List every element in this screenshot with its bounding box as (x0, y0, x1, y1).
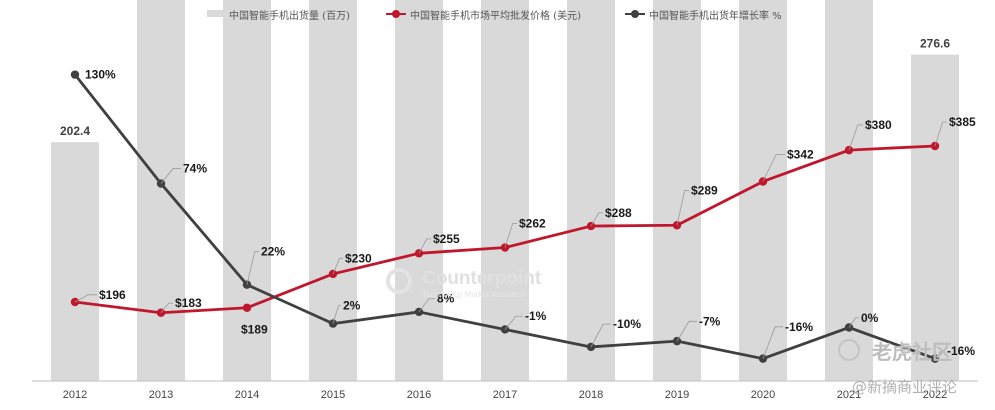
growth-label-2017-leader (504, 315, 523, 330)
watermark-subtitle: Technology Market Research (422, 290, 526, 299)
legend-bar-swatch (207, 10, 225, 17)
price-label-2019-leader (676, 190, 689, 226)
growth-label-2019: -7% (699, 314, 721, 328)
growth-line-layer: 130% 74% 22% 2% 8% -1% -10% -7% -16% 0% -16% (70, 68, 975, 363)
legend-label-price: 中国智能手机市场平均批发价格 (美元) (410, 11, 581, 22)
growth-label-2014-leader (246, 251, 259, 285)
bar-2013 (137, 0, 185, 382)
legend: 中国智能手机出货量 (百万) 中国智能手机市场平均批发价格 (美元) 中国智能手… (0, 6, 995, 26)
growth-label-2022: -16% (947, 344, 975, 358)
growth-point-2012 (70, 70, 80, 79)
price-label-2017: $262 (519, 217, 546, 231)
growth-label-2020: -16% (785, 320, 813, 334)
bars-layer (51, 0, 959, 382)
counterpoint-logo-icon (386, 268, 412, 294)
growth-label-2015-leader (332, 305, 341, 324)
growth-label-2018: -10% (613, 317, 641, 331)
bar-2016 (395, 0, 443, 381)
price-point-2014 (242, 303, 252, 312)
author-handle: @新摘商业评论 (852, 378, 958, 396)
growth-label-2014: 22% (261, 245, 285, 259)
x-tick-2020: 2020 (751, 389, 775, 401)
x-tick-2017: 2017 (493, 389, 517, 401)
growth-label-2018-leader (590, 323, 611, 348)
x-tick-2013: 2013 (149, 389, 173, 401)
bar-2017 (481, 0, 529, 382)
legend-label-shipments: 中国智能手机出货量 (百万) (229, 11, 350, 22)
x-tick-2012: 2012 (63, 389, 87, 401)
growth-label-2016: 8% (437, 292, 455, 306)
price-label-2015: $230 (345, 251, 372, 265)
price-label-2022: $385 (949, 115, 976, 129)
price-label-2016-leader (418, 238, 431, 254)
x-tick-2021: 2021 (837, 389, 861, 401)
bar-2018 (567, 0, 615, 382)
price-label-2013: $183 (175, 296, 202, 310)
x-tick-2015: 2015 (321, 389, 345, 401)
price-label-2021-leader (848, 124, 863, 151)
price-label-2018-leader (590, 212, 603, 227)
bar-2012 (51, 142, 99, 381)
price-label-2019: $289 (691, 183, 718, 197)
x-tick-2019: 2019 (665, 389, 689, 401)
growth-label-2013: 74% (183, 162, 207, 176)
price-label-2020-leader (762, 154, 785, 182)
price-label-2020: $342 (787, 147, 814, 161)
growth-label-2016-leader (418, 298, 435, 313)
bar-2014 (223, 0, 271, 381)
price-label-2021: $380 (865, 118, 892, 132)
growth-label-2015: 2% (343, 299, 361, 313)
growth-label-2022-leader (934, 350, 945, 359)
tiger-logo-icon (838, 339, 860, 361)
x-ticks-layer: 2012 2013 2014 2015 2016 2017 2018 2019 2020 2021… (63, 389, 947, 401)
x-tick-2018: 2018 (579, 389, 603, 401)
growth-label-2021-leader (848, 317, 859, 328)
growth-label-2012: 130% (85, 68, 116, 82)
growth-label-2019-leader (676, 320, 697, 342)
price-label-2012: $196 (99, 288, 126, 302)
x-tick-2014: 2014 (235, 389, 259, 401)
growth-label-2017: -1% (525, 309, 547, 323)
growth-label-2020-leader (762, 326, 783, 359)
growth-label-2013-leader (160, 168, 181, 184)
bar-2022 (911, 54, 959, 381)
brand-line1: 老虎社区 (872, 340, 952, 364)
bar-2019 (653, 0, 701, 381)
legend-price-dot (392, 10, 400, 18)
price-label-2014: $189 (241, 322, 268, 336)
legend-growth-dot (631, 10, 639, 18)
price-label-2012-leader (74, 294, 97, 303)
price-label-2017-leader (504, 223, 517, 248)
bar-label-2022: 276.6 (920, 37, 950, 51)
growth-label-2021: 0% (861, 311, 879, 325)
price-label-2022-leader (934, 121, 947, 147)
price-label-2013-leader (160, 302, 173, 313)
price-label-2016: $255 (433, 232, 460, 246)
price-label-2015-leader (332, 257, 343, 275)
legend-label-growth: 中国智能手机出货年增长率 % (649, 11, 782, 22)
price-label-2018: $288 (605, 206, 632, 220)
bar-label-2012: 202.4 (60, 124, 90, 138)
x-tick-2022: 2022 (923, 389, 947, 401)
x-tick-2016: 2016 (407, 389, 431, 401)
price-line-layer: $196 $183 $189 $230 $255 $262 $288 $289 $342 $380… (70, 115, 976, 336)
bar-labels-layer: 202.4352.5430.2439.3472.8466.3421.9390.6… (60, 37, 950, 139)
bar-2021 (825, 0, 873, 381)
watermark-title: Counterpoint (422, 268, 542, 289)
